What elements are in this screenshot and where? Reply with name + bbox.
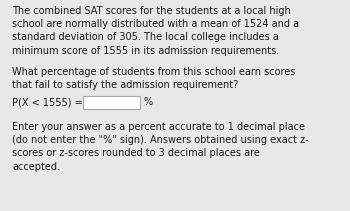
Text: %: %	[143, 97, 152, 107]
Text: scores or z-scores rounded to 3 decimal places are: scores or z-scores rounded to 3 decimal …	[12, 149, 260, 158]
Text: The combined SAT scores for the students at a local high: The combined SAT scores for the students…	[12, 6, 291, 16]
Text: that fail to satisfy the admission requirement?: that fail to satisfy the admission requi…	[12, 80, 238, 90]
FancyBboxPatch shape	[83, 96, 140, 109]
Text: school are normally distributed with a mean of 1524 and a: school are normally distributed with a m…	[12, 19, 299, 29]
Text: accepted.: accepted.	[12, 162, 60, 172]
Text: P(X < 1555) =: P(X < 1555) =	[12, 97, 83, 107]
Text: Enter your answer as a percent accurate to 1 decimal place: Enter your answer as a percent accurate …	[12, 122, 305, 132]
Text: What percentage of students from this school earn scores: What percentage of students from this sc…	[12, 67, 296, 77]
Text: (do not enter the "%" sign). Answers obtained using exact z-: (do not enter the "%" sign). Answers obt…	[12, 135, 309, 145]
Text: standard deviation of 305. The local college includes a: standard deviation of 305. The local col…	[12, 32, 279, 42]
Text: minimum score of 1555 in its admission requirements.: minimum score of 1555 in its admission r…	[12, 46, 280, 55]
